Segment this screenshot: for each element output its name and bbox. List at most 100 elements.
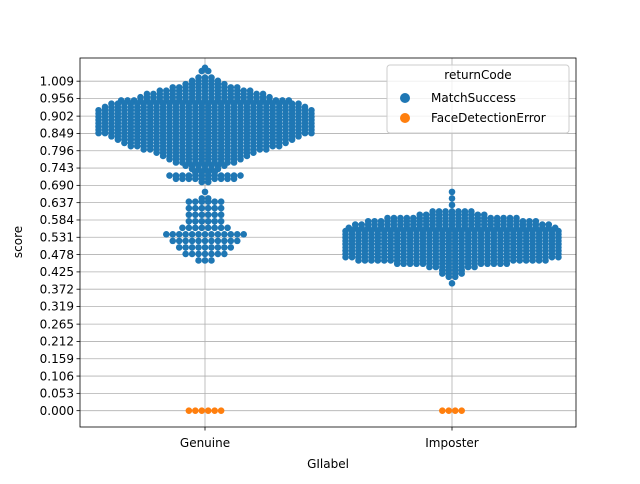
point-matchsuccess	[211, 211, 218, 219]
y-tick-label: 0.106	[40, 369, 74, 383]
point-matchsuccess	[192, 211, 199, 219]
point-matchsuccess	[301, 129, 309, 137]
point-matchsuccess	[185, 211, 193, 219]
point-matchsuccess	[275, 142, 283, 150]
point-facedetectionerror	[192, 407, 199, 414]
point-matchsuccess	[182, 231, 189, 238]
point-matchsuccess	[217, 224, 225, 232]
point-matchsuccess	[448, 280, 456, 287]
point-matchsuccess	[374, 257, 382, 264]
point-matchsuccess	[458, 270, 465, 277]
point-matchsuccess	[355, 257, 362, 264]
point-matchsuccess	[201, 237, 209, 245]
x-axis-label: GIlabel	[307, 457, 349, 471]
point-matchsuccess	[413, 260, 420, 268]
point-matchsuccess	[221, 250, 228, 258]
point-matchsuccess	[522, 257, 530, 264]
point-matchsuccess	[227, 237, 235, 245]
point-matchsuccess	[217, 175, 225, 183]
y-tick-label: 0.690	[40, 179, 74, 193]
point-matchsuccess	[182, 244, 189, 251]
point-matchsuccess	[101, 129, 109, 137]
point-matchsuccess	[127, 142, 135, 150]
point-matchsuccess	[201, 188, 209, 196]
point-matchsuccess	[535, 257, 543, 264]
point-matchsuccess	[464, 263, 472, 271]
point-matchsuccess	[140, 146, 148, 153]
point-matchsuccess	[211, 175, 218, 183]
point-matchsuccess	[211, 204, 218, 212]
point-matchsuccess	[211, 217, 218, 225]
point-matchsuccess	[211, 224, 218, 232]
point-matchsuccess	[192, 217, 199, 225]
point-matchsuccess	[516, 257, 524, 264]
point-matchsuccess	[182, 237, 189, 245]
point-matchsuccess	[250, 149, 257, 156]
point-facedetectionerror	[451, 407, 459, 414]
grid-lines	[80, 58, 576, 427]
point-matchsuccess	[380, 257, 388, 264]
point-matchsuccess	[288, 136, 296, 143]
point-matchsuccess	[198, 217, 206, 225]
point-matchsuccess	[198, 178, 206, 186]
x-tick-label: Imposter	[425, 436, 479, 450]
point-matchsuccess	[192, 224, 199, 232]
point-matchsuccess	[432, 263, 440, 271]
point-matchsuccess	[159, 152, 167, 160]
point-matchsuccess	[188, 244, 196, 251]
point-matchsuccess	[221, 162, 228, 170]
point-facedetectionerror	[185, 407, 193, 414]
point-matchsuccess	[243, 152, 251, 160]
point-matchsuccess	[224, 224, 231, 232]
point-matchsuccess	[308, 129, 315, 137]
point-matchsuccess	[201, 250, 209, 258]
legend-box	[386, 64, 570, 134]
y-tick-label: 0.584	[40, 213, 74, 227]
point-facedetectionerror	[217, 407, 225, 414]
point-matchsuccess	[201, 257, 209, 264]
point-matchsuccess	[477, 260, 485, 268]
point-matchsuccess	[108, 133, 115, 140]
y-tick-label: 0.159	[40, 352, 74, 366]
legend-marker-matchsuccess	[400, 93, 410, 103]
point-matchsuccess	[192, 175, 199, 183]
point-matchsuccess	[221, 237, 228, 245]
point-matchsuccess	[214, 231, 222, 238]
point-matchsuccess	[188, 250, 196, 258]
y-tick-label: 0.372	[40, 282, 74, 296]
point-facedetectionerror	[439, 407, 446, 414]
point-matchsuccess	[198, 204, 206, 212]
point-matchsuccess	[400, 260, 407, 268]
point-matchsuccess	[490, 260, 498, 268]
legend-title: returnCode	[444, 68, 511, 82]
point-matchsuccess	[529, 257, 536, 264]
point-matchsuccess	[208, 250, 215, 258]
y-tick-label: 0.956	[40, 92, 74, 106]
point-matchsuccess	[204, 67, 212, 75]
point-matchsuccess	[188, 237, 196, 245]
point-matchsuccess	[114, 136, 122, 143]
y-tick-label: 0.902	[40, 109, 74, 123]
point-matchsuccess	[201, 244, 209, 251]
legend: returnCode MatchSuccess FaceDetectionErr…	[386, 64, 570, 134]
point-matchsuccess	[185, 224, 193, 232]
point-facedetectionerror	[204, 407, 212, 414]
point-matchsuccess	[227, 244, 235, 251]
point-matchsuccess	[163, 231, 170, 238]
y-axis: 0.000 0.053 0.106 0.159 0.212 0.265 0.319 0.372…	[40, 74, 80, 418]
point-matchsuccess	[201, 231, 209, 238]
point-matchsuccess	[269, 142, 277, 150]
y-tick-label: 0.212	[40, 335, 74, 349]
point-matchsuccess	[211, 198, 218, 205]
point-matchsuccess	[233, 231, 241, 238]
point-matchsuccess	[256, 146, 264, 153]
point-matchsuccess	[295, 133, 302, 140]
point-matchsuccess	[509, 257, 517, 264]
point-matchsuccess	[217, 198, 225, 205]
point-matchsuccess	[230, 159, 238, 166]
y-tick-label: 0.425	[40, 265, 74, 279]
point-matchsuccess	[262, 146, 270, 153]
point-matchsuccess	[237, 155, 244, 163]
point-matchsuccess	[451, 273, 459, 281]
